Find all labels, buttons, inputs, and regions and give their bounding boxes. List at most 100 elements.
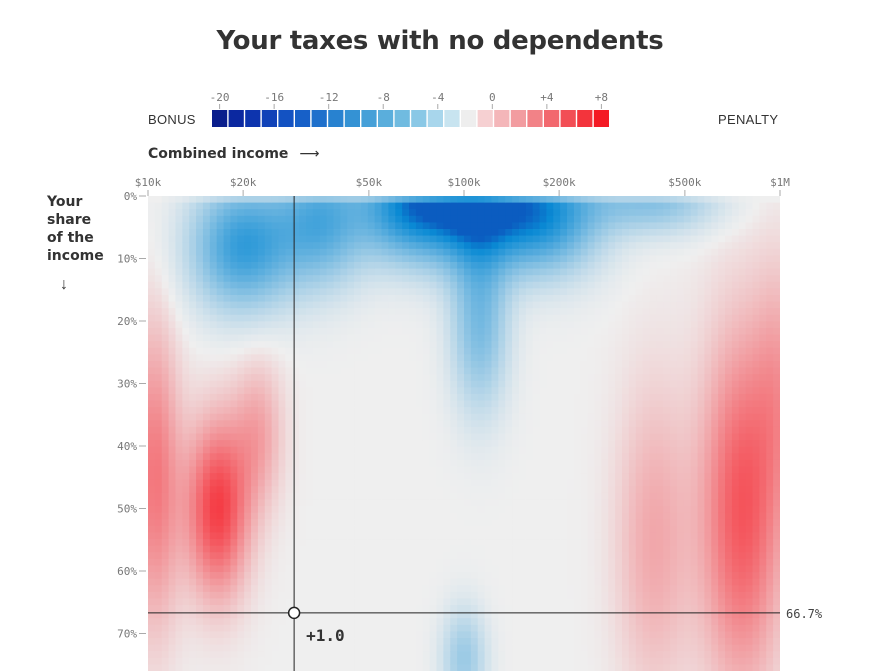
heatmap-cell bbox=[209, 459, 218, 468]
heatmap-cell bbox=[594, 393, 602, 402]
heatmap-cell bbox=[216, 585, 225, 593]
heatmap-cell bbox=[450, 459, 458, 468]
heatmap-cell bbox=[374, 248, 383, 256]
heatmap-cell bbox=[271, 552, 280, 560]
heatmap-cell bbox=[580, 657, 589, 666]
heatmap-cell bbox=[402, 631, 410, 639]
heatmap-cell bbox=[402, 519, 410, 527]
heatmap-cell bbox=[464, 657, 472, 666]
legend-swatch bbox=[361, 110, 377, 127]
heatmap-cell bbox=[450, 651, 458, 659]
heatmap-cell bbox=[182, 545, 190, 553]
heatmap-cell bbox=[374, 605, 383, 613]
heatmap-cell bbox=[202, 459, 211, 468]
heatmap-cell bbox=[367, 644, 376, 652]
heatmap-cell bbox=[464, 433, 472, 441]
heatmap-cell bbox=[539, 202, 548, 210]
heatmap-cell bbox=[216, 275, 225, 283]
heatmap-cell bbox=[573, 209, 582, 217]
heatmap-cell bbox=[182, 539, 190, 547]
heatmap-cell bbox=[415, 565, 424, 573]
heatmap-cell bbox=[512, 618, 520, 626]
heatmap-cell bbox=[470, 558, 479, 567]
heatmap-cell bbox=[209, 644, 218, 652]
heatmap-cell bbox=[388, 446, 396, 454]
heatmap-cell bbox=[168, 611, 177, 619]
heatmap-cell bbox=[257, 341, 266, 349]
heatmap-cell bbox=[189, 585, 197, 593]
heatmap-cell bbox=[422, 453, 431, 461]
heatmap-cell bbox=[553, 202, 561, 210]
heatmap-cell bbox=[209, 657, 218, 666]
heatmap-cell bbox=[161, 519, 170, 527]
heatmap-cell bbox=[402, 525, 410, 534]
heatmap-cell bbox=[518, 499, 527, 507]
heatmap-cell bbox=[278, 499, 286, 507]
heatmap-cell bbox=[326, 466, 335, 474]
heatmap-cell bbox=[491, 235, 499, 243]
heatmap-cell bbox=[223, 479, 232, 487]
heatmap-cell bbox=[388, 400, 396, 408]
heatmap-cell bbox=[484, 387, 493, 395]
heatmap-cell bbox=[477, 499, 486, 507]
heatmap-cell bbox=[436, 545, 444, 553]
heatmap-cell bbox=[580, 532, 589, 540]
heatmap-cell bbox=[532, 222, 541, 230]
heatmap-cell bbox=[182, 473, 190, 481]
heatmap-cell bbox=[340, 558, 348, 567]
heatmap-cell bbox=[360, 664, 369, 671]
heatmap-cell bbox=[415, 196, 424, 204]
heatmap-cell bbox=[299, 400, 307, 408]
heatmap-cell bbox=[196, 228, 204, 237]
heatmap-cell bbox=[402, 638, 410, 646]
heatmap-cell bbox=[518, 611, 527, 619]
heatmap-cell bbox=[312, 242, 321, 250]
heatmap-cell bbox=[477, 466, 486, 474]
heatmap-cell bbox=[402, 374, 410, 382]
heatmap-cell bbox=[196, 380, 204, 388]
heatmap-cell bbox=[464, 314, 472, 322]
heatmap-cell bbox=[573, 591, 582, 600]
heatmap-cell bbox=[422, 420, 431, 428]
heatmap-cell bbox=[395, 552, 403, 560]
heatmap-cell bbox=[443, 558, 451, 567]
heatmap-cell bbox=[580, 539, 589, 547]
heatmap-cell bbox=[470, 473, 479, 481]
heatmap-cell bbox=[518, 228, 527, 237]
heatmap-cell bbox=[264, 367, 273, 375]
heatmap-cell bbox=[546, 255, 554, 263]
heatmap-cell bbox=[333, 347, 341, 355]
heatmap-cell bbox=[237, 380, 245, 388]
heatmap-cell bbox=[326, 407, 335, 415]
heatmap-cell bbox=[409, 248, 417, 256]
heatmap-cell bbox=[354, 228, 362, 237]
heatmap-cell bbox=[402, 473, 410, 481]
heatmap-cell bbox=[175, 301, 183, 309]
heatmap-cell bbox=[477, 228, 486, 237]
heatmap-cell bbox=[251, 446, 259, 454]
heatmap-cell bbox=[594, 327, 602, 336]
heatmap-cell bbox=[532, 466, 541, 474]
heatmap-cell bbox=[491, 611, 499, 619]
heatmap-cell bbox=[498, 545, 506, 553]
heatmap-cell bbox=[560, 215, 568, 223]
heatmap-cell bbox=[189, 525, 197, 534]
heatmap-cell bbox=[608, 578, 616, 586]
heatmap-cell bbox=[525, 585, 534, 593]
heatmap-cell bbox=[257, 380, 266, 388]
heatmap-cell bbox=[525, 512, 534, 520]
heatmap-cell bbox=[216, 453, 225, 461]
heatmap-cell bbox=[251, 473, 259, 481]
heatmap-cell bbox=[223, 334, 232, 342]
heatmap-cell bbox=[601, 545, 609, 553]
heatmap-cell bbox=[422, 486, 431, 494]
heatmap-cell bbox=[312, 552, 321, 560]
heatmap-cell bbox=[415, 327, 424, 336]
heatmap-cell bbox=[271, 321, 280, 329]
heatmap-cell bbox=[484, 433, 493, 441]
heatmap-cell bbox=[168, 255, 177, 263]
heatmap-cell bbox=[223, 664, 232, 671]
heatmap-cell bbox=[429, 327, 438, 336]
heatmap-cell bbox=[580, 459, 589, 468]
